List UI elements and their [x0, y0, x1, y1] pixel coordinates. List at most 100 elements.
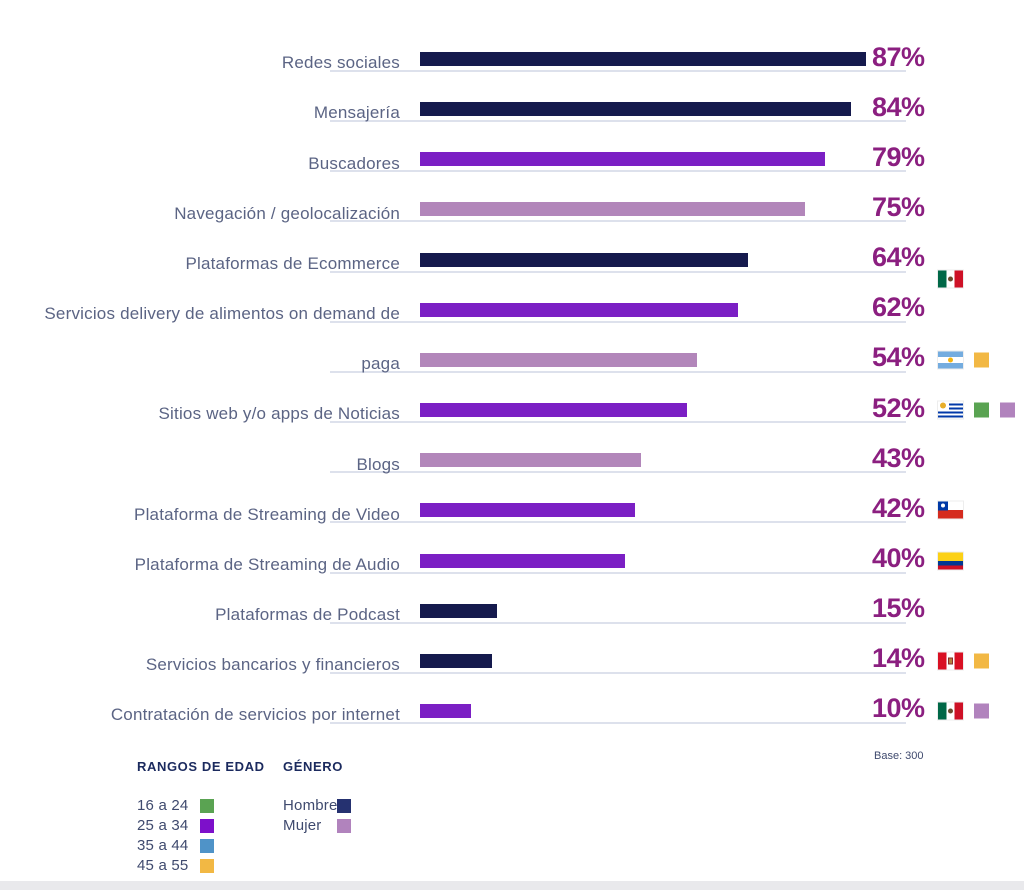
bar: [420, 553, 625, 568]
bar-label: Buscadores: [308, 153, 400, 173]
row-track-line: [330, 571, 906, 574]
bar-value: 84%: [872, 91, 925, 122]
bar-value: 40%: [872, 543, 925, 573]
legend-item-label: 35 a 44: [137, 837, 189, 854]
legend-item: Hombre: [283, 797, 351, 817]
legend-gender-title: GÉNERO: [283, 759, 343, 774]
bar-value: 87%: [872, 41, 925, 72]
bar: [420, 202, 805, 217]
bar-label: Redes sociales: [281, 53, 400, 73]
bar: [420, 703, 471, 718]
marker-square-mujer: [1000, 402, 1015, 418]
chile-flag-icon: [938, 501, 963, 519]
marker-square-green: [974, 402, 989, 418]
row-track-line: [330, 421, 906, 424]
legend-swatch-blue: [200, 839, 214, 853]
bar-value: 79%: [872, 141, 925, 172]
bar-value: 52%: [872, 392, 925, 423]
bar-label: paga: [361, 354, 400, 374]
bar-label: Plataformas de Podcast: [215, 604, 400, 624]
bar-label: Servicios delivery de alimentos on deman…: [44, 304, 400, 324]
legend-item-label: 16 a 24: [137, 797, 189, 814]
bar-row: Plataformas de Podcast 15%: [0, 589, 1024, 633]
bar-row: Blogs 43%: [0, 438, 1024, 482]
bar-label: Sitios web y/o apps de Noticias: [158, 404, 400, 424]
bar: [420, 653, 492, 668]
bar-value: 43%: [872, 442, 925, 473]
row-track-line: [330, 170, 906, 173]
row-markers: [938, 501, 963, 519]
row-track-line: [330, 270, 906, 273]
row-track-line: [330, 120, 906, 123]
bar-row: Plataforma de Streaming de Video 42%: [0, 488, 1024, 532]
colombia-flag-icon: [938, 552, 963, 569]
legend-item-label: Hombre: [283, 797, 338, 814]
row-track-line: [330, 521, 906, 524]
legend-item: 16 a 24: [137, 797, 214, 817]
row-markers: [938, 552, 963, 569]
bar-row: Mensajería 84%: [0, 87, 1024, 131]
legend-item: 45 a 55: [137, 857, 214, 877]
bar-value: 10%: [872, 693, 925, 724]
bar-row: Plataforma de Streaming de Audio 40%: [0, 539, 1024, 583]
bar-value: 75%: [872, 191, 925, 222]
row-markers: [938, 652, 989, 670]
legend-age-list: 16 a 24 25 a 34 35 a 44 45 a 55: [137, 797, 214, 877]
bar: [420, 352, 697, 367]
row-markers: [938, 270, 963, 288]
legend-age-title: RANGOS DE EDAD: [137, 759, 265, 774]
bar: [420, 252, 748, 267]
bar-row: paga 54%: [0, 338, 1024, 382]
argentina-flag-icon: [938, 351, 963, 369]
bar-value: 64%: [872, 242, 925, 273]
legend-gender-list: Hombre Mujer: [283, 797, 351, 837]
legend-swatch-purple: [200, 819, 214, 833]
bar-row: Sitios web y/o apps de Noticias 52%: [0, 388, 1024, 432]
bar: [420, 52, 866, 66]
marker-square-yellow: [974, 653, 989, 669]
bar-row: Servicios bancarios y financieros 14%: [0, 639, 1024, 683]
base-note: Base: 300: [874, 750, 924, 762]
bar-value: 54%: [872, 342, 925, 373]
bar-value: 14%: [872, 643, 925, 674]
bar: [420, 403, 687, 418]
bar-label: Contratación de servicios por internet: [110, 705, 400, 725]
row-markers: [938, 351, 989, 369]
bar-label: Blogs: [356, 454, 400, 474]
legend-item-label: 45 a 55: [137, 857, 189, 874]
bar: [420, 102, 851, 117]
legend-item: 35 a 44: [137, 837, 214, 857]
legend-item: 25 a 34: [137, 817, 214, 837]
bar-row: Navegación / geolocalización 75%: [0, 187, 1024, 231]
legend-item-label: Mujer: [283, 817, 322, 834]
row-track-line: [330, 370, 906, 373]
row-track-line: [330, 621, 906, 624]
bar: [420, 503, 635, 518]
footer-band: [0, 881, 1024, 890]
bar-row: Contratación de servicios por internet 10…: [0, 689, 1024, 733]
bar-label: Plataforma de Streaming de Audio: [134, 554, 400, 574]
row-track-line: [330, 320, 906, 323]
bar-value: 15%: [872, 593, 925, 624]
marker-square-yellow: [974, 352, 989, 368]
marker-square-mujer: [974, 703, 989, 719]
uruguay-flag-icon: [938, 401, 963, 419]
legend-item-label: 25 a 34: [137, 817, 189, 834]
bar-label: Servicios bancarios y financieros: [145, 655, 400, 675]
legend-swatch-hombre: [337, 799, 351, 813]
legend-item: Mujer: [283, 817, 351, 837]
bar-row: Redes sociales 87%: [0, 37, 1024, 81]
mexico-flag-icon: [938, 702, 963, 720]
bar: [420, 302, 738, 317]
row-track-line: [330, 671, 906, 674]
bar: [420, 453, 641, 468]
bar-label: Navegación / geolocalización: [174, 203, 400, 223]
bar-label: Plataforma de Streaming de Video: [134, 504, 400, 524]
bar-row: Plataformas de Ecommerce 64%: [0, 238, 1024, 288]
bar-row: Servicios delivery de alimentos on deman…: [0, 288, 1024, 332]
row-track-line: [330, 70, 906, 72]
bar: [420, 152, 825, 167]
bar-value: 42%: [872, 492, 925, 523]
row-track-line: [330, 471, 906, 474]
